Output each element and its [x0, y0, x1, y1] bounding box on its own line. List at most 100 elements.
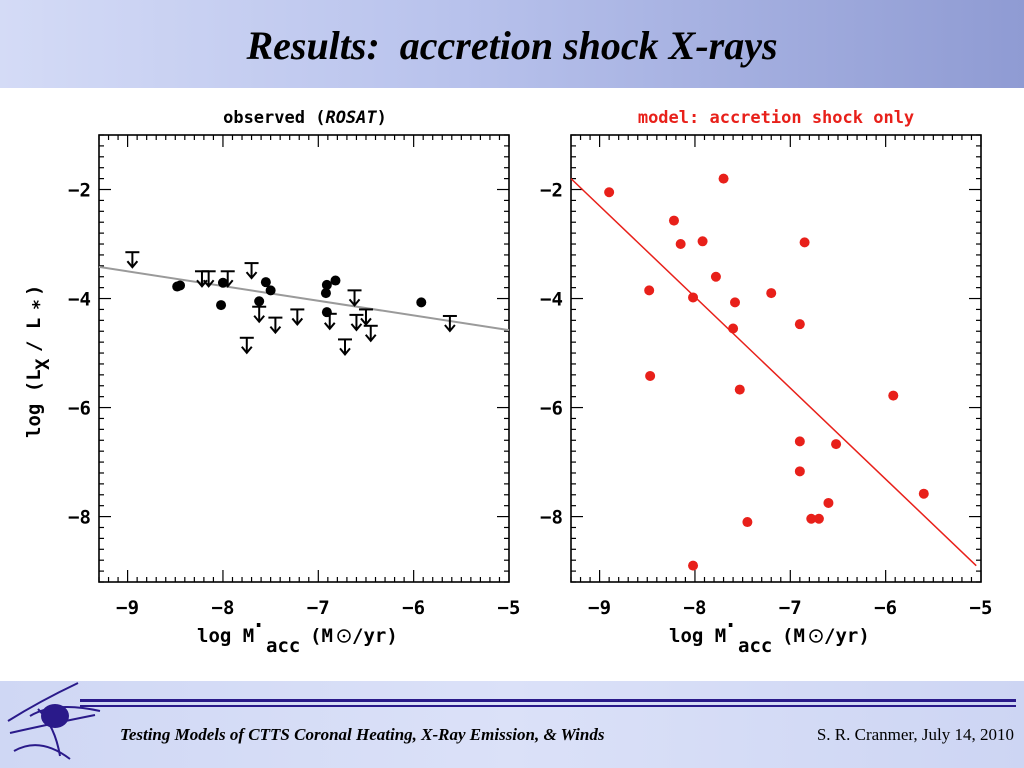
y-tick-label: −6	[68, 398, 91, 420]
upper-limit-arrow	[349, 313, 364, 332]
logo-graphic	[7, 682, 101, 760]
svg-text:.: .	[724, 608, 737, 633]
model-point	[918, 488, 929, 499]
upper-limit-arrow	[220, 270, 235, 288]
model-plot-frame	[570, 134, 982, 583]
x-tick-label: −6	[402, 597, 425, 619]
observed-markers	[125, 251, 457, 356]
model-x-axis-label: log M . acc (M /yr)	[669, 608, 870, 657]
observed-y-tick-labels: −2 −4 −6 −8	[68, 180, 91, 529]
model-point	[604, 187, 615, 198]
charts-area: observed (ROSAT) −9 −8 −7 −6 −5 −2 −4 −6 −8 log…	[23, 108, 992, 657]
model-point	[645, 370, 656, 381]
upper-limit-arrow	[442, 314, 457, 333]
footer-author-date: S. R. Cranmer, July 14, 2010	[816, 725, 1014, 744]
svg-text:(M: (M	[782, 625, 805, 647]
observed-plot-frame	[98, 134, 510, 583]
observed-title-suffix: )	[377, 108, 387, 128]
model-point	[742, 517, 753, 528]
observed-panel: observed (ROSAT) −9 −8 −7 −6 −5 −2 −4 −6 −8 log…	[23, 108, 520, 657]
upper-limit-arrow	[201, 270, 216, 288]
detection-point	[320, 288, 331, 299]
upper-limit-arrow	[252, 305, 267, 324]
observed-x-axis-label: log M . acc (M /yr)	[197, 608, 398, 657]
x-tick-label: −9	[116, 597, 139, 619]
y-tick-label: −8	[68, 507, 91, 529]
y-tick-label: −4	[68, 289, 91, 311]
x-tick-label: −8	[684, 597, 707, 619]
model-panel: model: accretion shock only −9 −8 −7 −6 −5 −…	[540, 108, 992, 657]
footer-rule-1	[80, 699, 1016, 702]
svg-text:X: X	[32, 358, 54, 370]
detection-point	[254, 296, 265, 307]
model-point	[888, 390, 899, 401]
upper-limit-arrow	[244, 262, 259, 280]
x-tick-label: −6	[874, 597, 897, 619]
observed-title-italic: ROSAT	[325, 108, 377, 128]
model-ticks	[570, 134, 982, 583]
model-point	[823, 497, 834, 508]
model-point	[813, 513, 824, 524]
x-tick-label: −8	[212, 597, 235, 619]
model-point	[710, 271, 721, 282]
upper-limit-arrow	[338, 338, 352, 356]
title-bar	[0, 0, 1024, 88]
observed-x-tick-labels: −9 −8 −7 −6 −5	[116, 597, 520, 619]
svg-text:acc: acc	[266, 635, 300, 657]
model-x-tick-labels: −9 −8 −7 −6 −5	[588, 597, 992, 619]
upper-limit-arrow	[268, 316, 283, 335]
y-tick-label: −2	[540, 180, 563, 202]
model-point	[697, 236, 708, 247]
model-y-tick-labels: −2 −4 −6 −8	[540, 180, 563, 529]
footer-presentation-title: Testing Models of CTTS Coronal Heating, …	[120, 725, 605, 744]
y-tick-label: −2	[68, 180, 91, 202]
model-point	[675, 239, 686, 250]
svg-text:log M: log M	[197, 625, 254, 647]
y-tick-label: −8	[540, 507, 563, 529]
model-point	[734, 384, 745, 395]
model-point	[730, 297, 740, 308]
model-markers	[604, 173, 929, 571]
x-tick-label: −7	[307, 597, 330, 619]
model-point	[799, 237, 810, 248]
model-title: model: accretion shock only	[638, 108, 914, 128]
detection-point	[330, 275, 341, 286]
detection-point	[260, 277, 271, 288]
model-point	[831, 439, 842, 450]
upper-limit-arrow	[239, 336, 254, 355]
svg-text:/yr): /yr)	[824, 625, 870, 647]
model-point	[688, 560, 699, 571]
svg-text:/ L: / L	[23, 318, 45, 352]
upper-limit-arrow	[358, 308, 373, 327]
model-point	[644, 285, 655, 296]
detection-point	[265, 285, 276, 296]
detection-point	[217, 277, 228, 288]
model-point	[794, 466, 805, 477]
svg-text:(M: (M	[310, 625, 333, 647]
model-title-prefix: model: accretion shock only	[638, 108, 914, 128]
observed-title: observed (ROSAT)	[223, 108, 387, 128]
footer-rule-2	[80, 705, 1016, 707]
upper-limit-arrow	[290, 308, 305, 327]
observed-y-axis-label: log (L X / L * )	[23, 285, 54, 438]
x-tick-label: −5	[498, 597, 521, 619]
y-tick-label: −4	[540, 289, 563, 311]
upper-limit-arrow	[125, 251, 140, 269]
svg-text:log (L: log (L	[23, 369, 45, 438]
upper-limit-arrow	[363, 324, 378, 343]
svg-text:/yr): /yr)	[352, 625, 398, 647]
model-point	[806, 513, 817, 524]
svg-text:): )	[23, 285, 45, 296]
detection-point	[321, 279, 332, 290]
model-point	[766, 288, 777, 299]
observed-fit-line	[98, 265, 510, 332]
detection-point	[175, 280, 186, 291]
y-tick-label: −6	[540, 398, 563, 420]
svg-text:*: *	[29, 299, 50, 310]
model-point	[718, 173, 729, 184]
x-tick-label: −9	[588, 597, 611, 619]
x-tick-label: −5	[970, 597, 993, 619]
model-point	[728, 323, 739, 334]
upper-limit-arrow	[322, 312, 337, 331]
model-point	[794, 319, 805, 330]
